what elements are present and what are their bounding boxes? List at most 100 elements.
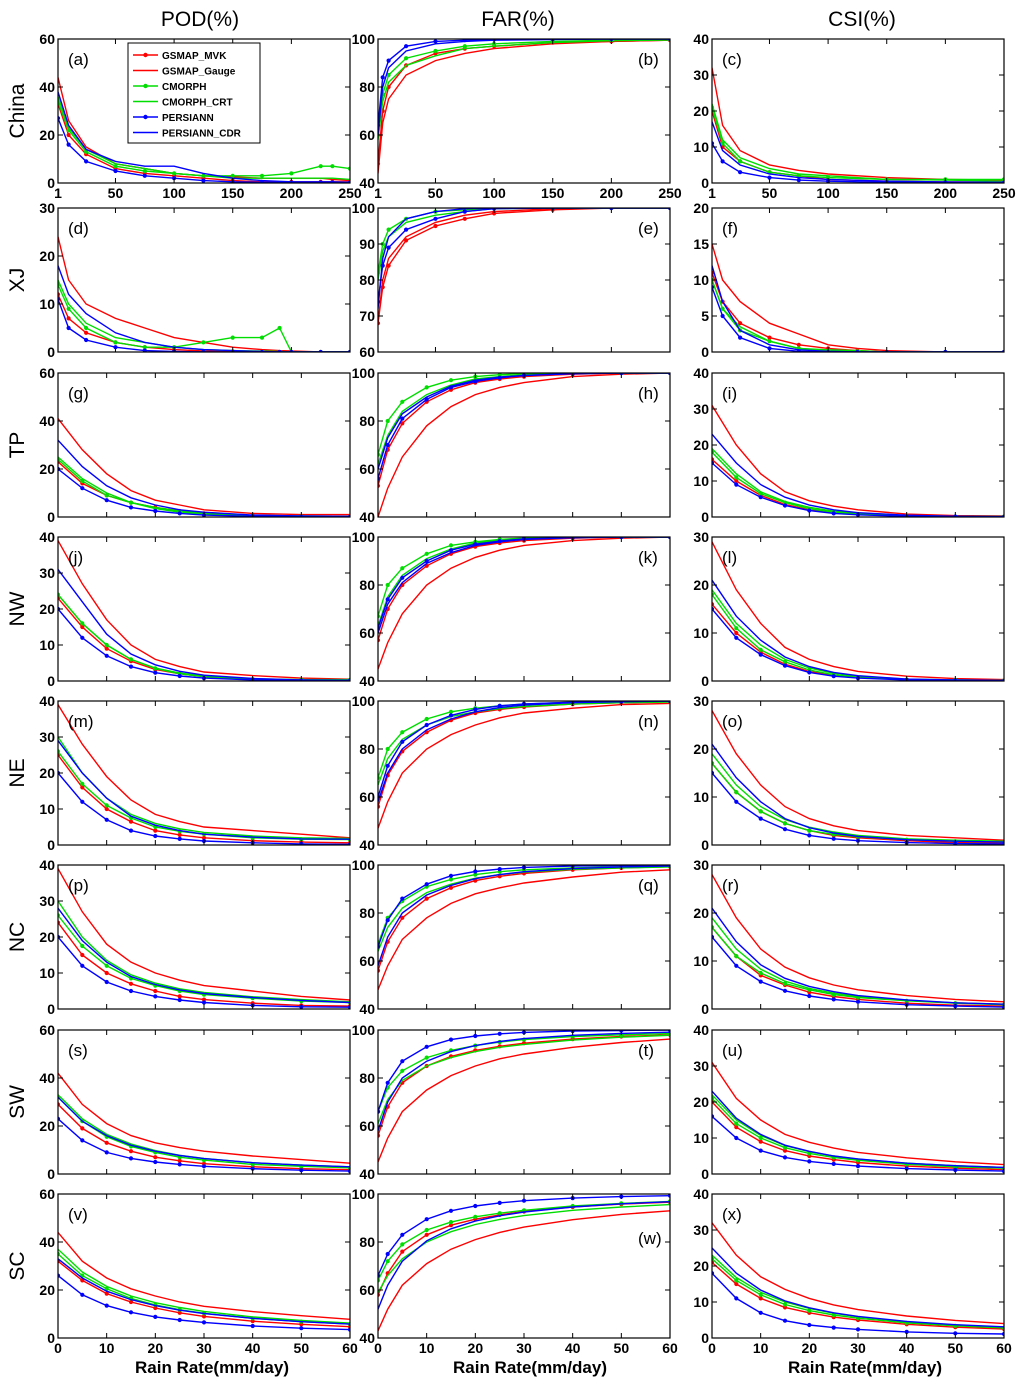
axes-frame (377, 38, 671, 184)
y-tick-label: 60 (39, 1022, 55, 1038)
axes-frame (57, 38, 351, 184)
series-line-cmorph-crt (378, 701, 670, 786)
y-tick-label: 20 (693, 1094, 709, 1110)
series-line-gsmap-gauge (712, 874, 1004, 1003)
y-tick-label: 0 (701, 509, 709, 525)
series-line-cmorph-crt (58, 594, 350, 681)
y-tick-label: 20 (39, 248, 55, 264)
series-point-cmorph (448, 709, 454, 714)
series-point-persiann (738, 335, 743, 340)
series-point-persiann (767, 175, 772, 180)
series-point-persiann (720, 313, 725, 319)
plot-area (712, 541, 1004, 681)
series-line-persiann-cdr (712, 1247, 1004, 1328)
series-point-persiann (104, 1303, 109, 1308)
series-point-persiann (807, 833, 812, 838)
legend-marker (143, 83, 148, 89)
x-tick-label: 150 (221, 185, 245, 201)
series-point-persiann (855, 999, 861, 1004)
legend-label: PERSIANN_CDR (162, 129, 242, 140)
series-point-persiann (404, 227, 409, 232)
series-point-persiann (424, 558, 429, 564)
x-tick-label: 30 (516, 1340, 532, 1356)
plot-area (378, 537, 670, 670)
series-point-persiann (807, 508, 812, 513)
panel-label: (m) (68, 712, 93, 731)
y-tick-label: 10 (39, 637, 55, 653)
series-point-persiann (153, 670, 158, 675)
series-point-cmorph (758, 1292, 763, 1297)
panel-j-nw-pod: 0 10 20 30 40 (j) (39, 529, 351, 689)
legend-label: CMORPH_CRT (162, 98, 233, 109)
panel-label: (c) (722, 50, 742, 69)
series-point-persiann (128, 1156, 134, 1161)
series-point-persiann (80, 486, 85, 491)
panel-g-tp-pod: 0 20 40 60 (g) (39, 365, 351, 525)
series-line-persiann (58, 1275, 350, 1331)
series-point-persiann (904, 1166, 909, 1171)
series-point-cmorph (424, 1055, 429, 1060)
series-line-cmorph (378, 373, 670, 455)
series-point-cmorph (448, 1220, 454, 1225)
row-label-sc: SC (6, 1251, 29, 1280)
series-point-cmorph (385, 582, 390, 588)
y-tick-label: 60 (359, 344, 375, 360)
y-tick-label: 20 (693, 905, 709, 921)
series-point-persiann (84, 337, 89, 343)
plot-area (58, 540, 350, 681)
series-point-persiann (807, 670, 812, 675)
series-line-gsmap-mvk (378, 866, 670, 971)
y-tick-label: 0 (47, 509, 55, 525)
series-line-persiann-cdr (378, 373, 670, 470)
y-tick-label: 40 (39, 413, 55, 429)
series-line-gsmap-gauge (58, 1072, 350, 1164)
y-tick-label: 20 (693, 741, 709, 757)
panel-label: (g) (68, 384, 89, 403)
series-point-persiann (831, 997, 836, 1002)
series-point-persiann (128, 988, 134, 994)
x-tick-label: 50 (762, 185, 778, 201)
x-tick-label: 1 (708, 185, 716, 201)
x-tick-label: 20 (802, 1340, 818, 1356)
series-point-persiann (250, 1323, 255, 1329)
x-tick-label: 60 (996, 1340, 1012, 1356)
series-line-cmorph-crt (58, 736, 350, 840)
x-tick-label: 150 (875, 185, 899, 201)
plot-area (58, 1231, 350, 1332)
y-tick-label: 100 (352, 1186, 376, 1202)
legend-marker (143, 52, 148, 58)
legend-item-gsmap-gauge: GSMAP_Gauge (133, 67, 236, 78)
y-tick-label: 20 (39, 1282, 55, 1298)
series-point-gsmap-mvk (80, 952, 85, 958)
x-tick-label: 200 (934, 185, 958, 201)
series-line-cmorph (712, 451, 1004, 517)
y-tick-label: 100 (352, 365, 376, 381)
series-point-cmorph (259, 335, 265, 340)
series-line-cmorph-crt (378, 208, 670, 281)
y-tick-label: 100 (352, 693, 376, 709)
y-tick-label: 0 (47, 673, 55, 689)
y-tick-label: 10 (39, 965, 55, 981)
series-point-gsmap-mvk (201, 997, 207, 1002)
series-line-persiann-cdr (378, 39, 670, 136)
series-line-persiann (58, 936, 350, 1008)
y-tick-label: 100 (352, 1022, 376, 1038)
x-tick-label: 100 (816, 185, 840, 201)
panel-label: (k) (638, 548, 658, 567)
panel-label: (d) (68, 219, 89, 238)
y-tick-label: 40 (359, 837, 375, 853)
y-tick-label: 30 (39, 893, 55, 909)
series-point-persiann (758, 816, 763, 821)
series-point-persiann (80, 1292, 85, 1297)
y-tick-label: 90 (359, 236, 375, 252)
series-line-gsmap-mvk (58, 922, 350, 1007)
series-line-cmorph (378, 537, 670, 617)
panel-label: (l) (722, 548, 737, 567)
plot-area (378, 39, 670, 174)
y-tick-label: 40 (39, 1234, 55, 1250)
y-tick-label: 80 (359, 272, 375, 288)
series-point-gsmap-mvk (177, 1310, 182, 1315)
